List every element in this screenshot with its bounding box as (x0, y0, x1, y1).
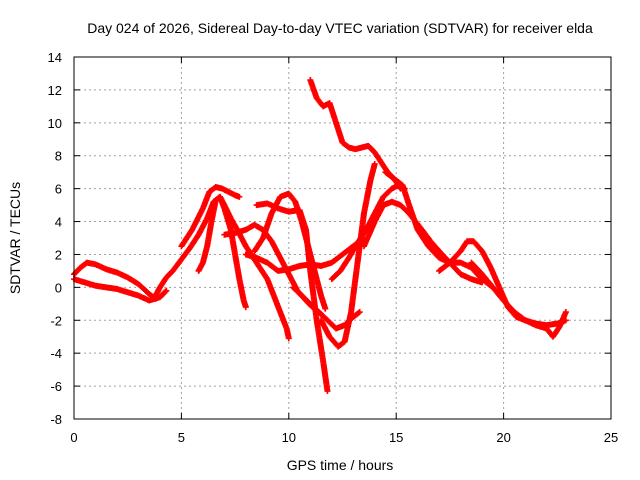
y-tick-label: -6 (50, 379, 62, 394)
series-arc-13 (328, 182, 408, 283)
series-arc-12 (318, 160, 378, 350)
series-arc-9 (242, 235, 367, 274)
x-tick-label: 15 (389, 430, 403, 445)
grid-lines (74, 57, 611, 419)
y-tick-label: 0 (55, 280, 62, 295)
y-tick-label: 4 (55, 215, 62, 230)
y-tick-label: 14 (48, 50, 62, 65)
y-axis-label: SDTVAR / TECUs (7, 182, 23, 294)
plot-frame (73, 56, 612, 420)
data-point (324, 388, 331, 395)
data-point (322, 305, 329, 312)
data-point (163, 287, 170, 294)
series-arc-5 (178, 183, 243, 250)
x-tick-label: 20 (496, 430, 510, 445)
y-tick-label: 8 (55, 149, 62, 164)
chart-title: Day 024 of 2026, Sidereal Day-to-day VTE… (87, 20, 593, 36)
x-tick-label: 25 (604, 430, 618, 445)
y-tick-label: 2 (55, 247, 62, 262)
y-tick-label: -4 (50, 346, 62, 361)
series-arc-4 (195, 193, 292, 342)
data-point (356, 309, 363, 316)
x-tick-label: 0 (70, 430, 77, 445)
y-tick-label: 6 (55, 182, 62, 197)
data-point (162, 288, 169, 295)
y-tick-label: 12 (48, 83, 62, 98)
data-points (71, 77, 569, 395)
y-tick-label: -8 (50, 412, 62, 427)
data-point (285, 335, 292, 342)
x-axis-label: GPS time / hours (287, 457, 394, 473)
series-arc-2 (71, 276, 170, 304)
data-point (236, 193, 243, 200)
y-tick-label: -2 (50, 313, 62, 328)
data-point (371, 160, 378, 167)
axis-ticks: -8 -6 -4 -2 0 2 4 6 8 10 12 14 0 5 10 15 20 25 (48, 50, 619, 445)
data-point (242, 304, 249, 311)
data-point (355, 309, 362, 316)
y-tick-label: 10 (48, 116, 62, 131)
series-arc-16 (436, 238, 569, 329)
x-tick-label: 5 (178, 430, 185, 445)
x-tick-label: 10 (282, 430, 296, 445)
series-arc-17 (468, 259, 569, 340)
series-arc-8 (251, 190, 329, 312)
data-point (562, 309, 569, 316)
